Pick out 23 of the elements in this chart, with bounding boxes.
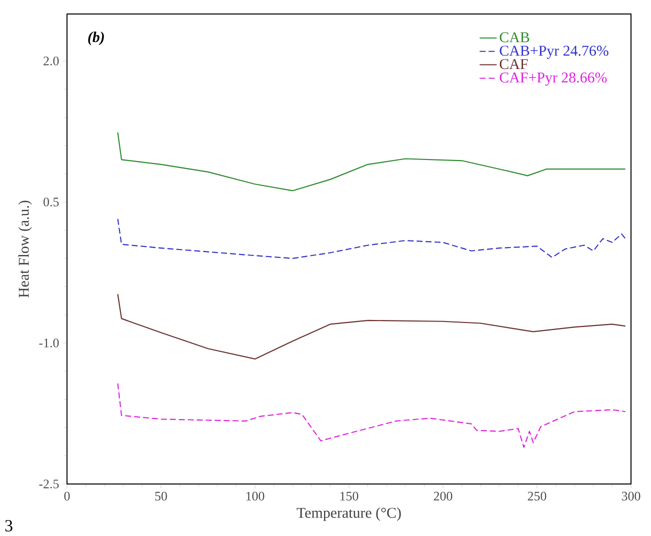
line-series [117, 382, 626, 448]
legend-label: CAB [500, 32, 530, 42]
y-tick-label: -1.0 [39, 338, 59, 348]
line-series [117, 132, 626, 192]
legend-label: CAF+Pyr 28.66% [500, 72, 607, 86]
x-axis-title: Temperature (°C) [296, 507, 401, 521]
x-tick-label: 250 [528, 492, 546, 501]
y-tick-label: 0.5 [44, 198, 59, 206]
x-tick-label: 300 [622, 492, 640, 501]
legend-label: CAF [500, 59, 528, 70]
y-tick-label: -2.5 [39, 480, 59, 488]
text: 3 [5, 520, 12, 532]
line-series [117, 218, 626, 259]
line-series [117, 294, 626, 360]
x-tick-label: 0 [64, 492, 70, 501]
x-tick-label: 200 [434, 492, 452, 501]
y-axis-title: Heat Flow (a.u.) [18, 200, 32, 298]
legend-label: CAB+Pyr 24.76% [500, 46, 608, 59]
y-tick-label: 2.0 [44, 56, 59, 66]
x-tick-label: 50 [155, 492, 167, 501]
x-tick-label: 100 [246, 492, 264, 501]
x-tick-label: 150 [340, 492, 358, 501]
annotation: (b) [88, 32, 104, 46]
